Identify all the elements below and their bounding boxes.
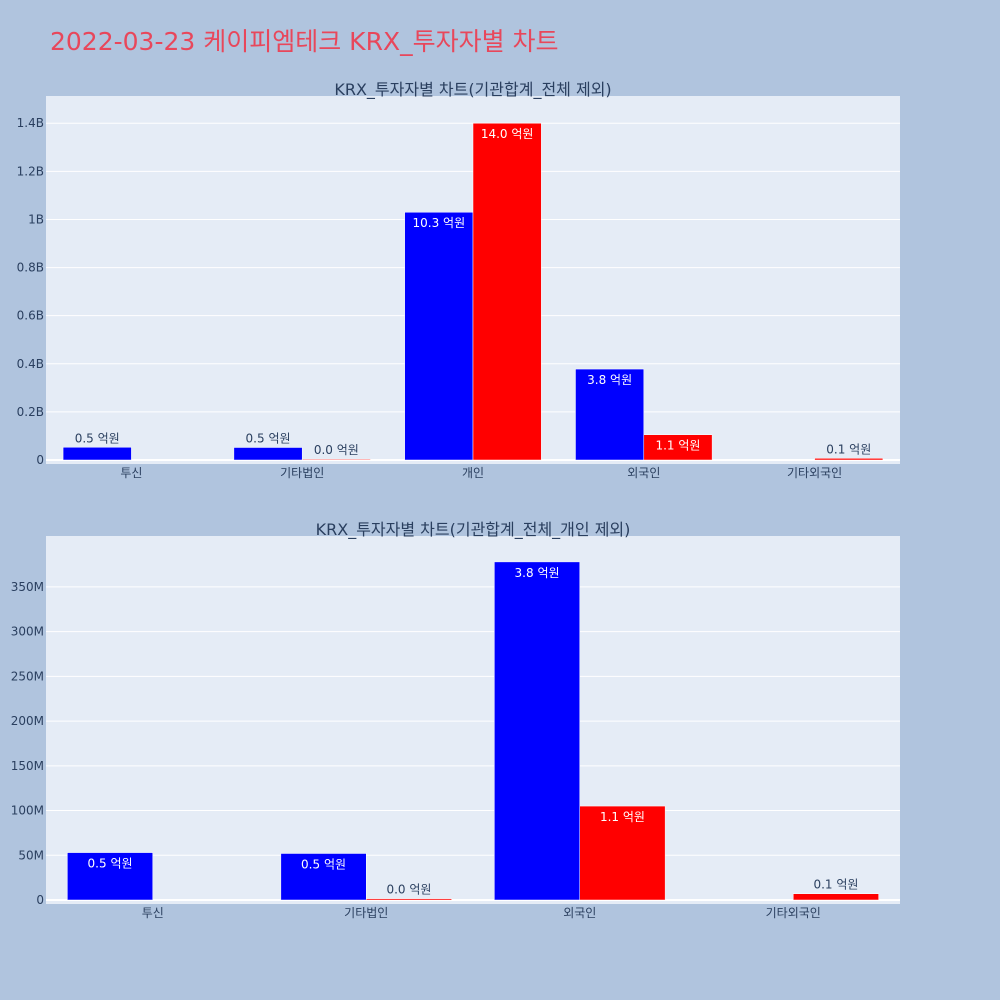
- bar: [793, 893, 879, 901]
- data-label: 0.1 억원: [813, 878, 858, 892]
- y-tick-label: 300M: [11, 625, 44, 639]
- x-tick-label: 기타법인: [280, 466, 324, 480]
- bar: [575, 368, 645, 461]
- bar: [494, 561, 581, 901]
- x-tick-label: 개인: [462, 466, 484, 480]
- data-label: 0.1 억원: [826, 442, 871, 456]
- y-tick-label: 50M: [18, 848, 44, 862]
- bar: [280, 853, 367, 901]
- y-tick-label: 0.6B: [17, 309, 44, 323]
- data-label: 3.8 억원: [587, 373, 632, 387]
- y-tick-label: 1.4B: [17, 116, 44, 130]
- data-label: 0.5 억원: [75, 431, 120, 445]
- chart-title: KRX_투자자별 차트(기관합계_전체_개인 제외): [316, 520, 631, 540]
- x-tick-label: 외국인: [627, 466, 660, 480]
- data-label: 14.0 억원: [481, 127, 534, 141]
- y-tick-label: 0.2B: [17, 405, 44, 419]
- chart-bottom: 0 50M 100M 150M 200M 250M 300M 350M KRX_투자자별 차트(…: [11, 520, 900, 920]
- chart-top: 0 0.2B 0.4B 0.6B 0.8B 1B 1.2B 1.4B KRX_투자자별 차트(기…: [17, 80, 900, 480]
- data-label: 0.5 억원: [301, 857, 346, 871]
- x-tick-label: 기타외국인: [787, 466, 842, 480]
- data-label: 0.5 억원: [246, 431, 291, 445]
- x-tick-label: 기타법인: [344, 906, 388, 920]
- bar: [301, 458, 371, 461]
- y-tick-label: 1.2B: [17, 164, 44, 178]
- y-tick-label: 250M: [11, 669, 44, 683]
- bar: [814, 458, 884, 461]
- bar: [643, 434, 713, 461]
- data-label: 1.1 억원: [655, 439, 700, 453]
- y-tick-label: 0.4B: [17, 357, 44, 371]
- data-label: 1.1 억원: [600, 810, 645, 824]
- y-tick-label: 100M: [11, 804, 44, 818]
- x-tick-label: 기타외국인: [766, 906, 821, 920]
- bar: [366, 898, 452, 901]
- x-tick-label: 외국인: [563, 906, 596, 920]
- y-tick-label: 350M: [11, 580, 44, 594]
- bar: [579, 805, 666, 901]
- y-tick-label: 0: [36, 453, 44, 467]
- plot-area: [46, 536, 900, 904]
- bar: [233, 447, 303, 461]
- data-label: 10.3 억원: [413, 216, 466, 230]
- data-label: 3.8 억원: [515, 566, 560, 580]
- x-tick-label: 투신: [120, 466, 142, 480]
- data-label: 0.0 억원: [314, 443, 359, 457]
- y-tick-label: 150M: [11, 759, 44, 773]
- x-tick-label: 투신: [142, 906, 164, 920]
- bar: [62, 447, 132, 461]
- y-tick-label: 0: [36, 893, 44, 907]
- bar: [472, 122, 542, 461]
- y-tick-label: 1B: [28, 212, 44, 226]
- y-tick-label: 200M: [11, 714, 44, 728]
- data-label: 0.5 억원: [88, 857, 133, 871]
- y-tick-label: 0.8B: [17, 261, 44, 275]
- page-title: 2022-03-23 케이피엠테크 KRX_투자자별 차트: [50, 27, 559, 56]
- bar: [404, 211, 474, 461]
- chart-title: KRX_투자자별 차트(기관합계_전체 제외): [334, 80, 611, 100]
- bar: [67, 852, 153, 901]
- data-label: 0.0 억원: [386, 883, 431, 897]
